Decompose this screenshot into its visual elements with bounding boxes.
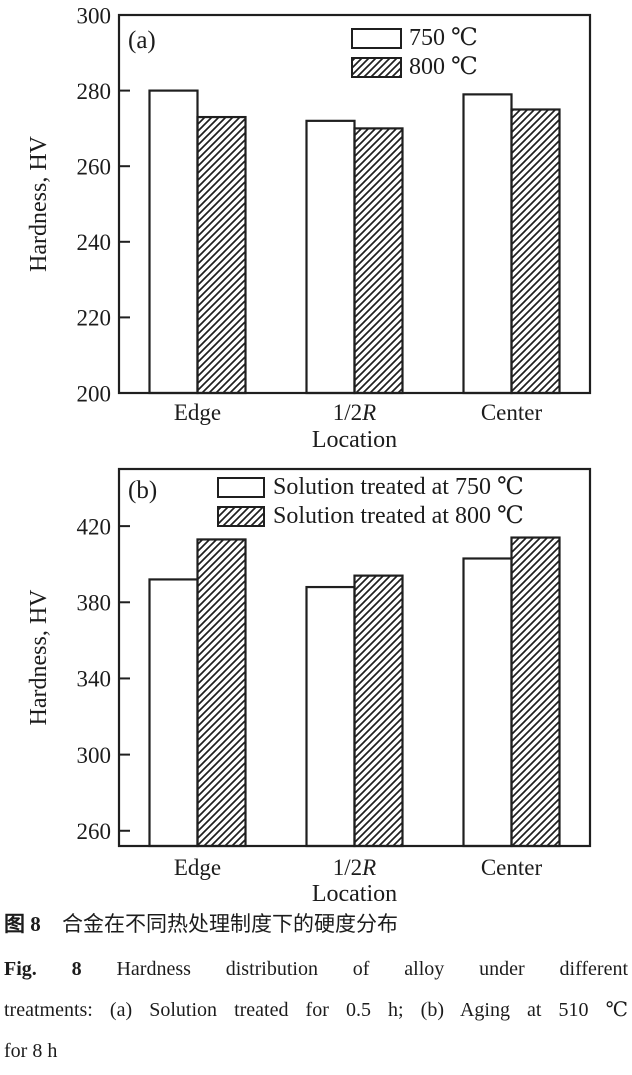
- y-tick-label: 340: [77, 667, 112, 692]
- caption-en-line-3: for 8 h: [4, 1031, 628, 1072]
- legend-label-0: 750 ℃: [409, 25, 478, 51]
- x-category-label-2: Center: [481, 855, 543, 880]
- x-axis-title: Location: [312, 427, 397, 453]
- x-axis-title: Location: [312, 881, 397, 905]
- bar-series2-center: [510, 536, 561, 848]
- y-tick-label: 240: [77, 230, 112, 255]
- x-category-label-1: 1/2R: [333, 400, 376, 425]
- bar-series1-edge: [148, 89, 199, 395]
- caption-en-text-1: Hardness distribution of alloy under dif…: [116, 958, 629, 980]
- bar-series2-12r: [353, 127, 404, 395]
- bar-series1-center: [462, 93, 513, 395]
- caption-en-line-1: Fig. 8 Hardness distribution of alloy un…: [4, 949, 628, 990]
- bar-series2-edge: [196, 538, 247, 848]
- caption-en-line-2: treatments: (a) Solution treated for 0.5…: [4, 990, 628, 1031]
- bar-series1-center: [462, 557, 513, 848]
- y-tick-label: 300: [77, 3, 112, 28]
- x-category-label-0: Edge: [174, 400, 221, 425]
- y-axis-title: Hardness, HV: [26, 135, 52, 272]
- y-tick-label: 200: [77, 381, 112, 406]
- legend-swatch-0: [351, 28, 402, 49]
- panel-label: (b): [128, 477, 157, 504]
- legend-swatch-1: [351, 57, 402, 78]
- caption-chinese: 图 8 合金在不同热处理制度下的硬度分布: [4, 908, 628, 941]
- legend-swatch-0: [217, 477, 265, 498]
- bar-series2-center: [510, 108, 561, 395]
- caption-cn-text: 合金在不同热处理制度下的硬度分布: [62, 912, 398, 936]
- caption-en-fig-label: Fig. 8: [4, 958, 82, 980]
- x-category-label-0: Edge: [174, 855, 221, 880]
- hardness-chart-b: 260 300 340 380 420 Edge 1/2R Center Location Har…: [26, 467, 592, 905]
- caption-cn-fig-label: 图 8: [4, 912, 41, 936]
- y-axis-title: Hardness, HV: [26, 589, 52, 726]
- bar-series2-12r: [353, 574, 404, 848]
- panel-label: (a): [128, 27, 156, 54]
- x-category-label-2: Center: [481, 400, 543, 425]
- y-tick-label: 380: [77, 591, 112, 616]
- legend-label-0: Solution treated at 750 ℃: [273, 474, 524, 500]
- y-tick-label: 260: [77, 154, 112, 179]
- legend-swatch-1: [217, 506, 265, 527]
- y-tick-label: 420: [77, 514, 112, 539]
- y-tick-label: 300: [77, 743, 112, 768]
- bar-series1-12r: [305, 585, 356, 848]
- hardness-chart-a: 200 220 240 260 280 300 Edge 1/2R Center Location…: [26, 3, 592, 453]
- y-tick-label: 220: [77, 306, 112, 331]
- bar-series1-edge: [148, 578, 199, 848]
- caption-en-text-2: treatments: (a) Solution treated for 0.5…: [4, 999, 628, 1021]
- y-tick-label: 280: [77, 79, 112, 104]
- y-tick-label: 260: [77, 819, 112, 844]
- x-category-label-1: 1/2R: [333, 855, 376, 880]
- figure-caption: 图 8 合金在不同热处理制度下的硬度分布 Fig. 8 Hardness dis…: [4, 908, 628, 1072]
- bar-series2-edge: [196, 115, 247, 395]
- plot-border: [117, 13, 592, 395]
- legend-label-1: Solution treated at 800 ℃: [273, 503, 524, 529]
- bar-series1-12r: [305, 119, 356, 395]
- plot-border: [117, 467, 592, 848]
- legend-label-1: 800 ℃: [409, 54, 478, 80]
- caption-en-text-3: for 8 h: [4, 1040, 58, 1062]
